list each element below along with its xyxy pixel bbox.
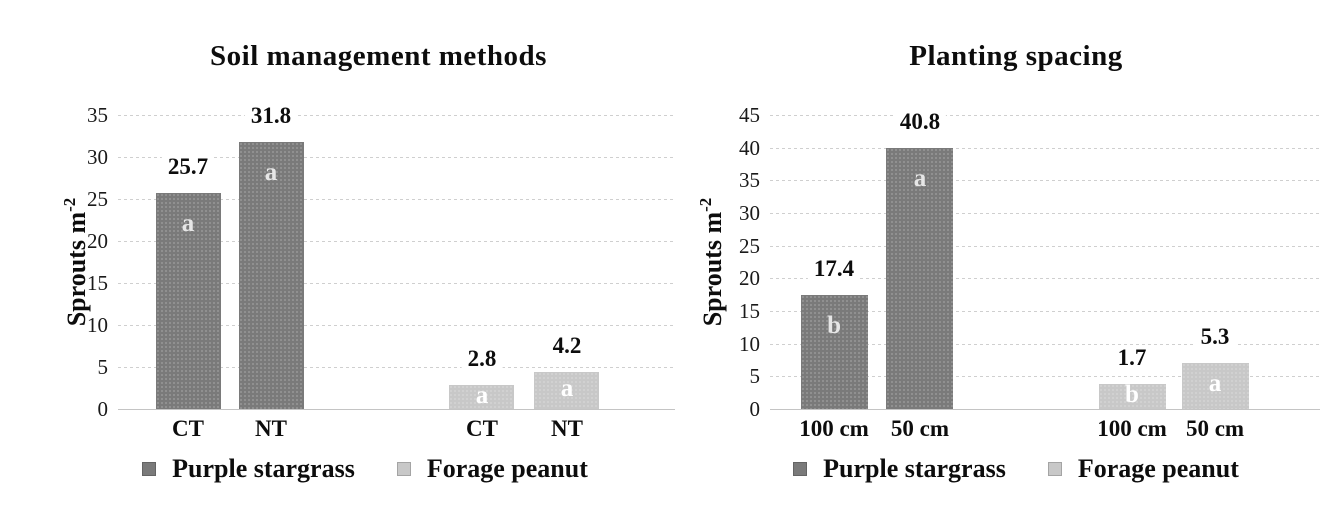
bar-forage-peanut-50cm: a — [1181, 362, 1249, 409]
y-tick-label: 35 — [739, 168, 760, 193]
gridline — [770, 409, 1320, 410]
legend-label-forage-peanut: Forage peanut — [426, 454, 588, 483]
gridline — [770, 147, 1320, 149]
significance-letter: a — [1208, 369, 1222, 397]
y-tick-label: 15 — [87, 271, 108, 295]
plot-area: 35 30 25 20 15 10 5 0 a 25.7 CT a 31.8 NT a 2.8 CT a 4.2 NT — [87, 103, 675, 441]
y-tick-label: 25 — [87, 187, 108, 211]
bar-value-label: 31.8 — [244, 103, 298, 128]
x-category-label: 50 cm — [890, 416, 950, 441]
bar-value-label: 25.7 — [161, 155, 215, 180]
significance-letter: a — [475, 381, 489, 409]
chart-title: Soil management methods — [210, 40, 547, 72]
bar-value-label: 2.8 — [461, 346, 503, 371]
gridline — [770, 245, 1320, 247]
y-tick-label: 30 — [739, 201, 760, 225]
x-category-label: CT — [466, 416, 498, 441]
y-tick-label: 0 — [97, 397, 109, 421]
bar-forage-peanut-100cm: b — [1098, 380, 1166, 409]
gridline — [118, 283, 675, 284]
gridline — [770, 311, 1320, 312]
gridline — [770, 278, 1320, 280]
bar-value-label: 4.2 — [546, 334, 588, 359]
gridline — [770, 213, 1320, 214]
y-tick-label: 5 — [97, 355, 109, 379]
y-tick-label: 25 — [739, 233, 760, 258]
bar-value-label: 17.4 — [807, 257, 861, 282]
bar-purple-stargrass-50cm: a — [886, 147, 954, 409]
significance-letter: a — [560, 374, 574, 402]
y-tick-label: 40 — [739, 135, 760, 160]
significance-letter: b — [827, 312, 841, 340]
chart-title: Planting spacing — [909, 40, 1123, 72]
y-axis-title: Sprouts m-2 — [696, 198, 728, 327]
y-tick-label: 20 — [739, 266, 760, 291]
gridline — [118, 325, 675, 326]
bar-purple-stargrass-100cm: b — [800, 295, 868, 409]
bar-purple-stargrass-CT: a — [155, 193, 221, 409]
legend-swatch-forage-peanut — [1047, 462, 1062, 476]
x-category-label: NT — [255, 416, 287, 441]
gridline — [118, 241, 675, 242]
bar-value-label: 5.3 — [1194, 324, 1236, 349]
gridline — [770, 115, 1320, 116]
x-category-label: 50 cm — [1185, 416, 1245, 441]
y-tick-label: 5 — [749, 364, 761, 389]
legend-label-purple-stargrass: Purple stargrass — [172, 454, 355, 483]
bar-forage-peanut-CT: a — [449, 381, 515, 409]
gridline — [118, 367, 675, 368]
gridline — [770, 343, 1320, 345]
legend-swatch-forage-peanut — [396, 462, 411, 476]
y-axis-title-text: Sprouts m — [697, 211, 727, 327]
y-tick-label: 35 — [87, 103, 108, 127]
plot-area: 45 40 35 30 25 20 15 10 5 0 b 17.4 100 cm a 40.8 50 cm b… — [739, 103, 1320, 441]
y-tick-label: 45 — [739, 103, 760, 127]
gridline — [770, 376, 1320, 378]
x-category-label: CT — [172, 416, 204, 441]
bar-value-label: 1.7 — [1111, 345, 1153, 370]
legend-swatch-purple-stargrass — [793, 462, 808, 476]
x-category-label: NT — [551, 416, 583, 441]
significance-letter: a — [181, 210, 195, 238]
y-tick-label: 10 — [739, 331, 760, 356]
legend-swatch-purple-stargrass — [142, 462, 157, 476]
legend-label-purple-stargrass: Purple stargrass — [823, 454, 1006, 483]
bar-value-label: 40.8 — [893, 109, 947, 134]
bar-forage-peanut-NT: a — [534, 372, 600, 409]
y-tick-label: 20 — [87, 229, 108, 253]
y-tick-label: 30 — [87, 145, 108, 169]
gridline — [770, 180, 1320, 182]
significance-letter: a — [264, 158, 278, 186]
bar-purple-stargrass-NT: a — [238, 141, 304, 409]
significance-letter: a — [913, 164, 927, 192]
y-tick-label: 15 — [739, 299, 760, 323]
gridline — [118, 199, 675, 200]
x-category-label: 100 cm — [799, 416, 869, 441]
legend: Purple stargrass Forage peanut — [60, 450, 670, 488]
y-axis-title-exponent: -2 — [696, 197, 716, 212]
y-tick-label: 0 — [749, 397, 761, 421]
y-tick-label: 10 — [87, 313, 108, 337]
gridline — [118, 115, 675, 116]
legend: Purple stargrass Forage peanut — [714, 450, 1318, 488]
significance-letter: b — [1125, 380, 1139, 408]
x-category-label: 100 cm — [1097, 416, 1167, 441]
legend-label-forage-peanut: Forage peanut — [1077, 454, 1239, 483]
gridline — [118, 157, 675, 158]
gridline — [118, 409, 675, 410]
